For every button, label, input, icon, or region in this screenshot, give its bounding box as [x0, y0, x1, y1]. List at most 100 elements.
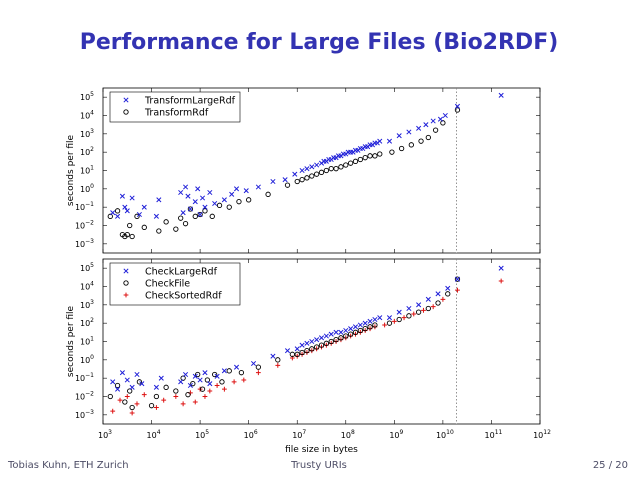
- data-point: [117, 397, 123, 403]
- slide-title: Performance for Large Files (Bio2RDF): [79, 30, 559, 55]
- data-point: [343, 162, 349, 168]
- data-point: [309, 173, 315, 179]
- data-point: [190, 381, 196, 387]
- data-point: [209, 213, 215, 219]
- legend-marker: [123, 292, 129, 298]
- y-axis-label: seconds per file: [66, 134, 76, 206]
- data-point: [187, 382, 193, 389]
- data-point: [408, 142, 414, 148]
- y-tick-label: 10−1: [75, 372, 94, 383]
- data-point: [182, 184, 189, 190]
- data-point: [214, 383, 220, 388]
- data-point: [182, 221, 189, 227]
- data-point: [372, 316, 378, 323]
- data-point: [362, 155, 368, 161]
- data-point: [114, 382, 121, 389]
- data-point: [127, 222, 133, 229]
- data-point: [304, 175, 310, 181]
- data-point: [333, 337, 339, 343]
- data-point: [119, 370, 125, 376]
- data-point: [314, 162, 320, 168]
- data-point: [445, 291, 451, 297]
- data-point: [498, 92, 504, 98]
- x-axis-label: file size in bytes: [285, 445, 358, 455]
- data-point: [178, 189, 184, 196]
- data-point: [255, 364, 262, 370]
- data-point: [153, 213, 159, 219]
- data-point: [122, 204, 128, 210]
- data-point: [437, 116, 444, 122]
- y-tick-label: 100: [80, 183, 94, 194]
- data-point: [386, 138, 393, 144]
- x-tick-label: 1011: [485, 429, 503, 440]
- data-point: [425, 296, 431, 302]
- data-point: [323, 340, 330, 346]
- data-point: [122, 399, 128, 405]
- legend-marker: [123, 268, 129, 274]
- data-point: [309, 346, 315, 352]
- data-point: [411, 311, 417, 317]
- footer-author: Tobias Kuhn, ETH Zurich: [8, 460, 129, 471]
- data-point: [284, 348, 291, 354]
- data-point: [435, 300, 441, 306]
- y-tick-label: 101: [80, 336, 94, 347]
- data-point: [333, 329, 339, 335]
- data-point: [398, 145, 405, 152]
- data-point: [498, 278, 504, 284]
- data-point: [202, 204, 208, 210]
- data-point: [141, 224, 147, 230]
- data-point: [396, 316, 402, 323]
- data-point: [204, 377, 211, 383]
- data-point: [338, 164, 344, 170]
- x-tick-label: 107: [292, 429, 306, 440]
- data-point: [187, 206, 193, 212]
- data-point: [241, 377, 247, 383]
- data-point: [314, 337, 320, 343]
- y-tick-label: 103: [80, 299, 94, 310]
- data-point: [318, 335, 325, 341]
- data-point: [129, 384, 135, 390]
- data-point: [423, 122, 429, 128]
- data-point: [129, 410, 135, 416]
- data-point: [416, 125, 422, 131]
- y-tick-label: 104: [80, 110, 94, 121]
- y-tick-label: 104: [80, 281, 94, 292]
- data-point: [289, 351, 296, 357]
- y-tick-label: 10−1: [75, 201, 94, 212]
- plot-1: 10−3 10−2 10−1 100 101 102 103 104 105 seconds pe…: [66, 87, 541, 254]
- data-point: [347, 160, 354, 166]
- data-point: [192, 213, 198, 219]
- legend-marker: [123, 280, 129, 286]
- data-point: [124, 394, 130, 399]
- data-point: [114, 208, 121, 214]
- legend-label: CheckLargeRdf: [145, 267, 218, 278]
- data-point: [357, 156, 363, 163]
- data-point: [442, 112, 448, 119]
- data-point: [231, 379, 237, 385]
- data-point: [421, 307, 426, 313]
- data-point: [425, 305, 431, 312]
- data-point: [195, 371, 201, 378]
- data-point: [418, 138, 424, 144]
- data-point: [357, 327, 363, 334]
- data-point: [454, 276, 461, 282]
- data-point: [454, 107, 461, 113]
- data-point: [173, 394, 179, 399]
- data-point: [304, 166, 310, 172]
- data-point: [304, 340, 310, 346]
- data-point: [328, 166, 334, 172]
- data-point: [197, 211, 203, 218]
- data-point: [202, 394, 208, 399]
- data-point: [401, 315, 407, 321]
- data-point: [216, 202, 223, 208]
- data-point: [110, 408, 116, 414]
- data-point: [294, 178, 300, 185]
- data-point: [318, 342, 325, 348]
- legend-marker: [123, 109, 129, 115]
- data-point: [129, 233, 135, 240]
- data-point: [134, 213, 140, 219]
- footer-page-number: 25 / 20: [592, 460, 628, 471]
- data-point: [180, 401, 186, 407]
- data-point: [440, 120, 446, 126]
- x-tick-label: 109: [389, 429, 403, 440]
